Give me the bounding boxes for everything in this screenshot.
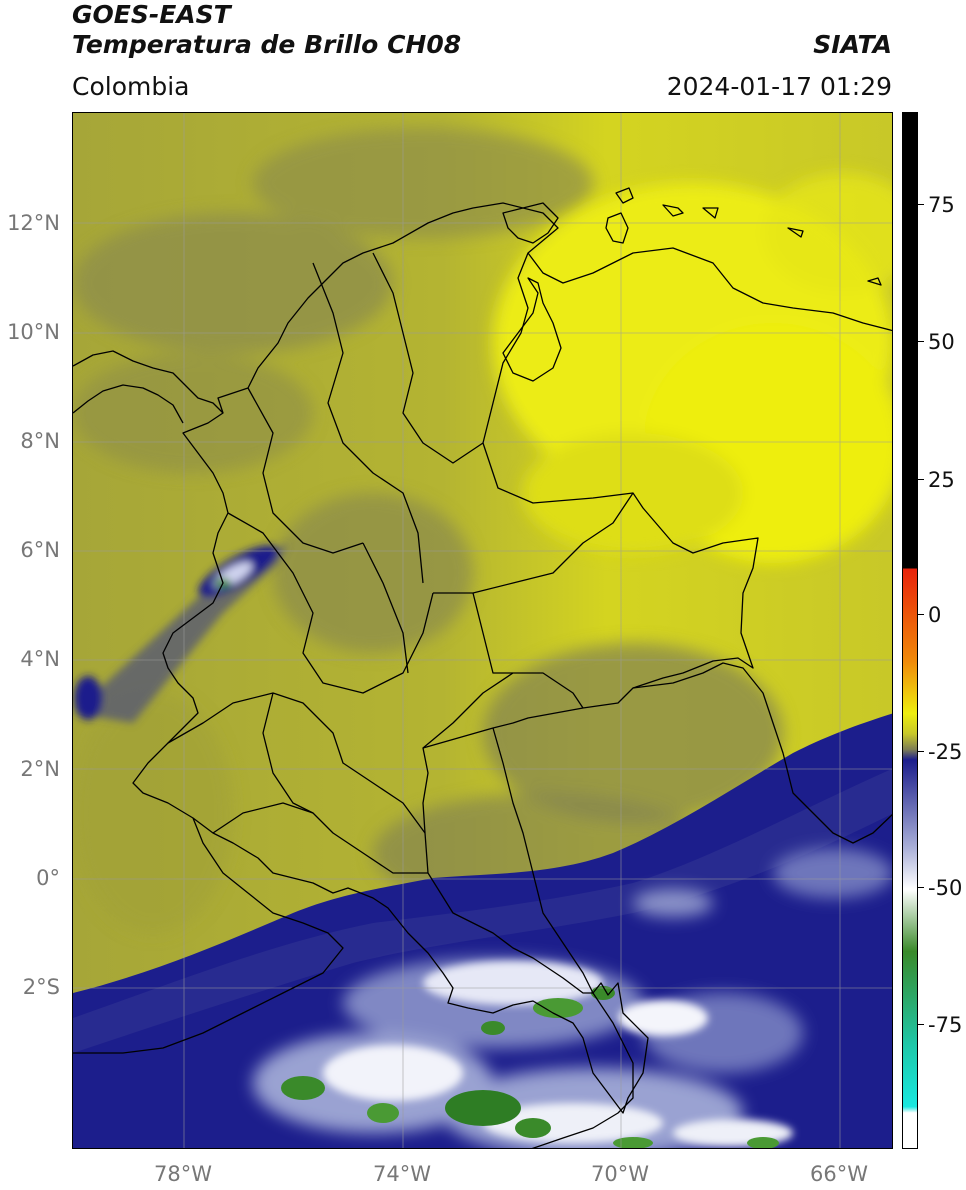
lat-label: 6°N	[20, 538, 60, 562]
region-label: Colombia	[72, 72, 190, 101]
lat-label: 4°N	[20, 647, 60, 671]
bright-yellow-region	[493, 173, 892, 563]
dept-lines-9	[362, 542, 409, 674]
title-line2: Temperatura de Brillo CH08	[72, 30, 462, 59]
lon-label: 70°W	[591, 1162, 649, 1186]
lat-label: 12°N	[7, 211, 60, 235]
dept-lines-4	[227, 512, 434, 694]
lat-label: 0°	[36, 866, 60, 890]
colorbar-label: -75	[928, 1013, 963, 1037]
colorbar-tick	[918, 204, 924, 205]
lon-label: 74°W	[373, 1162, 431, 1186]
colorbar-tick	[918, 887, 924, 888]
green-coldest-tops	[281, 986, 779, 1148]
brightness-temperature-map	[72, 112, 893, 1149]
panama-coast-south	[73, 384, 184, 424]
lon-label: 66°W	[810, 1162, 868, 1186]
colombia-border	[132, 202, 759, 1114]
colorbar-label: -25	[928, 740, 963, 764]
maracaibo-lake	[502, 277, 562, 382]
colorbar-tick	[918, 614, 924, 615]
dept-lines-10	[212, 802, 428, 874]
lon-label: 78°W	[154, 1162, 212, 1186]
southern-cloud-shield	[73, 713, 892, 1148]
borders	[73, 187, 892, 1148]
venezuela-brazil-border	[632, 662, 892, 844]
colorbar-label: 50	[928, 330, 955, 354]
lat-label: 8°N	[20, 429, 60, 453]
colorbar-tick	[918, 479, 924, 480]
brand-label: SIATA	[813, 30, 892, 59]
colorbar-tick	[918, 341, 924, 342]
dept-lines-8	[472, 592, 513, 674]
dept-lines-11	[492, 727, 594, 994]
small-islands	[662, 204, 882, 286]
dept-lines-2	[372, 252, 484, 464]
map-canvas	[73, 113, 892, 1148]
dept-lines-1	[312, 262, 424, 584]
title-line1: GOES-EAST	[72, 0, 231, 29]
colorbar-tick	[918, 1024, 924, 1025]
colorbar-label: 75	[928, 193, 955, 217]
colorbar-label: -50	[928, 876, 963, 900]
dept-lines-3	[247, 387, 364, 554]
paraguana	[605, 212, 629, 244]
aruba-curacao	[615, 187, 634, 204]
ecuador-peru-border	[73, 817, 344, 1054]
colorbar-label: 0	[928, 603, 942, 627]
dept-lines-5	[167, 692, 426, 834]
lat-label: 2°S	[22, 975, 60, 999]
venezuela-coast	[527, 247, 892, 332]
lat-label: 2°N	[20, 757, 60, 781]
lat-label: 10°N	[7, 320, 60, 344]
panama-coast	[73, 350, 224, 414]
datetime-label: 2024-01-17 01:29	[666, 72, 892, 101]
guajira-peninsula	[502, 202, 559, 244]
peru-brazil-border	[531, 992, 634, 1148]
colorbar-tick	[918, 751, 924, 752]
colorbar-label: 25	[928, 468, 955, 492]
colorbar	[902, 112, 918, 1149]
dept-lines-12	[262, 692, 314, 814]
